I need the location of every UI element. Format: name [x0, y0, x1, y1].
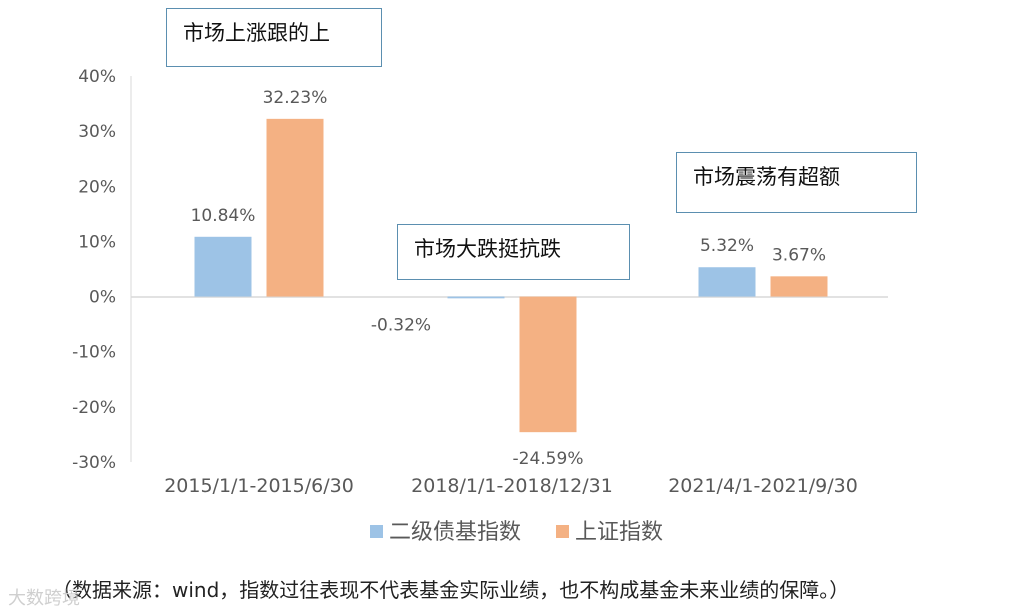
- data-label: -0.32%: [371, 315, 431, 335]
- data-label: -24.59%: [513, 449, 584, 469]
- y-tick-label: -30%: [72, 453, 116, 473]
- annotation-sideways: 市场震荡有超额: [676, 152, 917, 213]
- annotation-rally: 市场上涨跟的上: [166, 8, 382, 67]
- bar-bond-0: [194, 236, 252, 297]
- data-label: 10.84%: [191, 206, 256, 226]
- category-label: 2021/4/1-2021/9/30: [668, 475, 858, 497]
- legend-swatch-bond: [369, 525, 383, 538]
- y-tick-label: 40%: [78, 67, 116, 87]
- legend-swatch-sse: [556, 525, 569, 538]
- data-label: 32.23%: [263, 88, 328, 108]
- legend-item-sse: 上证指数: [556, 514, 663, 546]
- source-note: （数据来源：wind，指数过往表现不代表基金实际业绩，也不构成基金未来业绩的保障…: [52, 578, 850, 602]
- category-label: 2018/1/1-2018/12/31: [411, 475, 613, 497]
- y-tick-label: -10%: [72, 343, 116, 363]
- legend-label-bond: 二级债基指数: [388, 520, 521, 545]
- annotation-crash: 市场大跌挺抗跌: [397, 224, 630, 280]
- y-tick-label: 30%: [78, 122, 116, 142]
- y-tick-label: -20%: [72, 398, 116, 418]
- legend-label-sse: 上证指数: [575, 520, 664, 545]
- legend-item-bond: 二级债基指数: [369, 514, 521, 546]
- category-label: 2015/1/1-2015/6/30: [164, 475, 354, 497]
- data-label: 3.67%: [772, 245, 826, 265]
- y-tick-label: 20%: [78, 177, 116, 197]
- bar-sse-0: [266, 118, 324, 297]
- y-tick-label: 10%: [78, 232, 116, 252]
- bar-sse-1: [519, 296, 577, 433]
- bar-bond-2: [698, 267, 756, 297]
- legend: 二级债基指数 上证指数: [0, 514, 1033, 546]
- bar-sse-2: [770, 276, 828, 297]
- bar-bond-1: [447, 296, 505, 299]
- y-tick-label: 0%: [89, 288, 116, 308]
- watermark: 大数跨境: [8, 588, 80, 609]
- data-label: 5.32%: [700, 236, 754, 256]
